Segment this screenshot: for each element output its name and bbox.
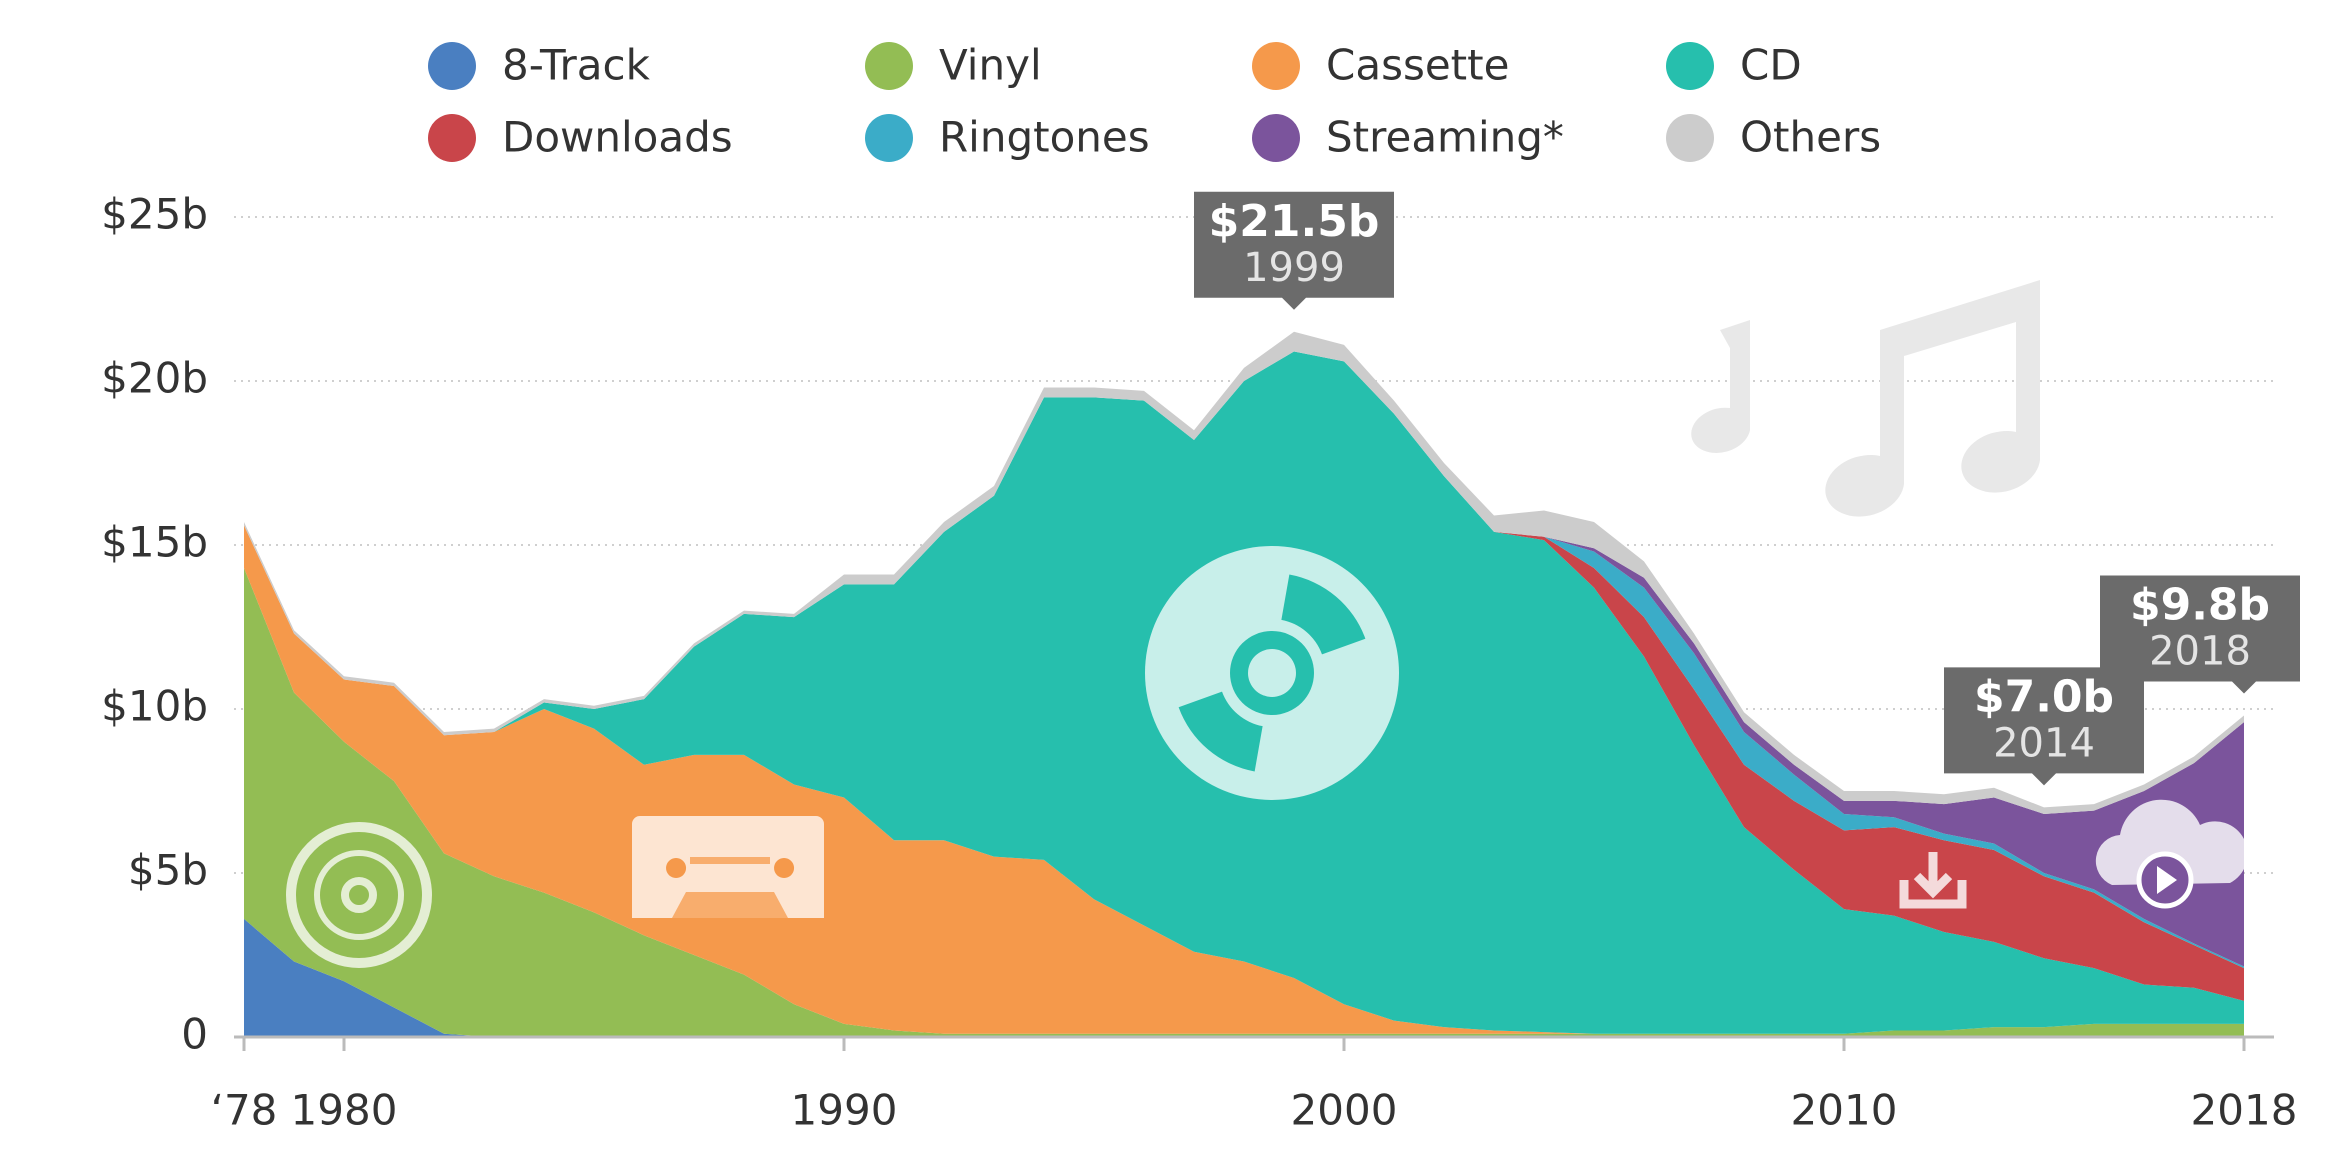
x-tick-label: ‘78 (211, 1086, 278, 1135)
annotation-box (1194, 191, 1394, 310)
area (244, 567, 2244, 1037)
legend-swatch (865, 114, 913, 162)
annotation-value: $21.5b (1209, 196, 1380, 247)
streaming-icon (2095, 799, 2248, 909)
y-tick-label: $20b (101, 354, 208, 403)
legend-swatch (1666, 114, 1714, 162)
annotation-box (1944, 667, 2144, 786)
y-tick-label: $10b (101, 682, 208, 731)
x-tick-label: 1990 (791, 1086, 898, 1135)
x-tick-label: 1980 (291, 1086, 398, 1135)
vinyl-icon (286, 822, 432, 968)
annotation-year: 1999 (1243, 245, 1345, 291)
legend-label: Streaming* (1326, 113, 1564, 162)
legend-swatch (1666, 42, 1714, 90)
legend-label: Others (1740, 113, 1881, 162)
legend-label: Ringtones (939, 113, 1150, 162)
legend-label: Vinyl (939, 41, 1042, 90)
cd-icon (1145, 546, 1399, 800)
x-tick-label: 2010 (1791, 1086, 1898, 1135)
axes: 0 $5b $10b $15b $20b $25b ‘78 1980 1990 2000 2010 2… (101, 190, 2297, 1135)
legend-swatch (865, 42, 913, 90)
download-icon (1899, 852, 1967, 909)
legend-swatch (1252, 114, 1300, 162)
legend-swatch (1252, 42, 1300, 90)
y-tick-label: $25b (101, 190, 208, 239)
legend-swatch (428, 42, 476, 90)
y-tick-label: $15b (101, 518, 208, 567)
legend-label: Downloads (502, 113, 733, 162)
x-tick-label: 2018 (2191, 1086, 2298, 1135)
area (244, 351, 2244, 1001)
legend-label: 8-Track (502, 41, 651, 90)
y-tick-label: $5b (128, 846, 208, 895)
music-notes-icon (1691, 280, 2040, 517)
cassette-icon (632, 816, 824, 918)
annotation-value: $7.0b (1974, 671, 2114, 722)
legend-label: Cassette (1326, 41, 1509, 90)
legend-label: CD (1740, 41, 1802, 90)
icons (286, 280, 2248, 968)
y-tick-label: 0 (181, 1010, 208, 1059)
annotation-year: 2014 (1993, 720, 2095, 766)
annotation-box (2100, 575, 2300, 694)
x-tick-label: 2000 (1291, 1086, 1398, 1135)
annotation-year: 2018 (2149, 629, 2251, 675)
annotation-value: $9.8b (2130, 580, 2270, 631)
legend-swatch (428, 114, 476, 162)
